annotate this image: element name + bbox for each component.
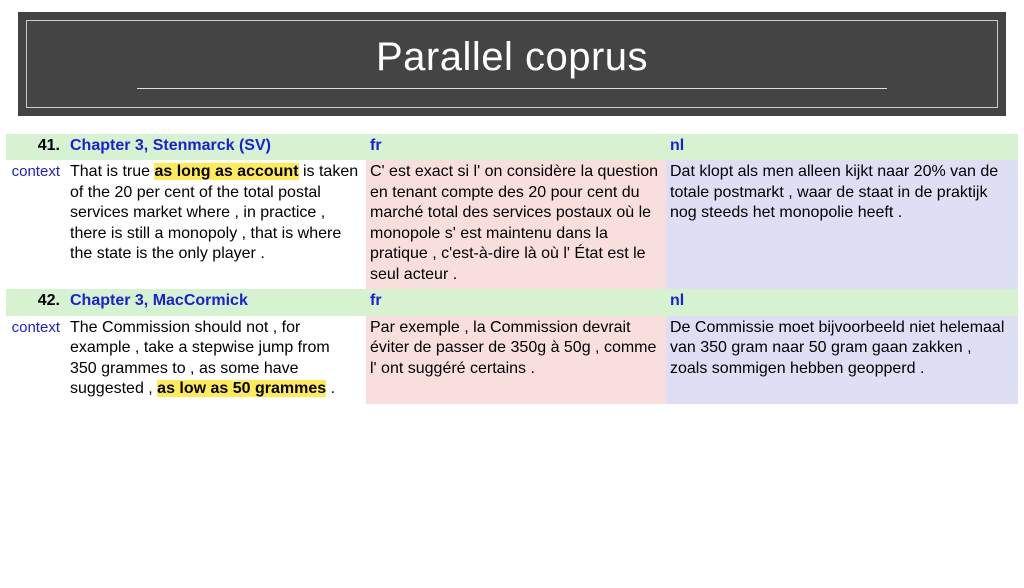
entry-title-cell: Chapter 3, MacCormick <box>66 289 366 315</box>
text-en-post: . <box>326 380 335 397</box>
entry-title-link[interactable]: Chapter 3, Stenmarck (SV) <box>70 137 271 154</box>
context-label: context <box>12 163 60 180</box>
text-nl-cell: Dat klopt als men alleen kijkt naar 20% … <box>666 160 1018 289</box>
text-nl-cell: De Commissie moet bijvoorbeeld niet hele… <box>666 316 1018 404</box>
text-fr: Par exemple , la Commission devrait évit… <box>370 319 656 377</box>
lang-code-fr: fr <box>370 292 382 309</box>
entry-body-row: context The Commission should not , for … <box>6 316 1018 404</box>
entry-body-row: context That is true as long as account … <box>6 160 1018 289</box>
slide-rule <box>137 88 887 89</box>
entry-number-cell: 42. <box>6 289 66 315</box>
text-en-cell: The Commission should not , for example … <box>66 316 366 404</box>
slide-header-inner: Parallel coprus <box>26 20 998 108</box>
lang-header-nl: nl <box>666 134 1018 160</box>
text-en-cell: That is true as long as account is taken… <box>66 160 366 289</box>
lang-header-fr: fr <box>366 289 666 315</box>
text-nl: Dat klopt als men alleen kijkt naar 20% … <box>670 163 998 221</box>
slide-title: Parallel coprus <box>47 35 977 80</box>
entry-header-row: 41. Chapter 3, Stenmarck (SV) fr nl <box>6 134 1018 160</box>
entry-header-row: 42. Chapter 3, MacCormick fr nl <box>6 289 1018 315</box>
context-label-cell: context <box>6 316 66 404</box>
text-nl: De Commissie moet bijvoorbeeld niet hele… <box>670 319 1004 377</box>
entry-number: 42. <box>38 292 60 309</box>
lang-header-nl: nl <box>666 289 1018 315</box>
entry-number: 41. <box>38 137 60 154</box>
parallel-corpus-table: 41. Chapter 3, Stenmarck (SV) fr nl cont… <box>6 134 1018 404</box>
slide-header: Parallel coprus <box>18 12 1006 116</box>
text-en-highlight: as low as 50 grammes <box>157 380 326 397</box>
context-label: context <box>12 319 60 336</box>
text-fr: C' est exact si l' on considère la quest… <box>370 163 658 282</box>
lang-code-fr: fr <box>370 137 382 154</box>
lang-code-nl: nl <box>670 137 684 154</box>
context-label-cell: context <box>6 160 66 289</box>
entry-title-link[interactable]: Chapter 3, MacCormick <box>70 292 248 309</box>
entry-number-cell: 41. <box>6 134 66 160</box>
lang-code-nl: nl <box>670 292 684 309</box>
text-en-highlight: as long as account <box>154 163 298 180</box>
entry-title-cell: Chapter 3, Stenmarck (SV) <box>66 134 366 160</box>
lang-header-fr: fr <box>366 134 666 160</box>
text-en-pre: That is true <box>70 163 154 180</box>
parallel-corpus-table-wrap: 41. Chapter 3, Stenmarck (SV) fr nl cont… <box>0 134 1024 404</box>
text-fr-cell: C' est exact si l' on considère la quest… <box>366 160 666 289</box>
text-fr-cell: Par exemple , la Commission devrait évit… <box>366 316 666 404</box>
